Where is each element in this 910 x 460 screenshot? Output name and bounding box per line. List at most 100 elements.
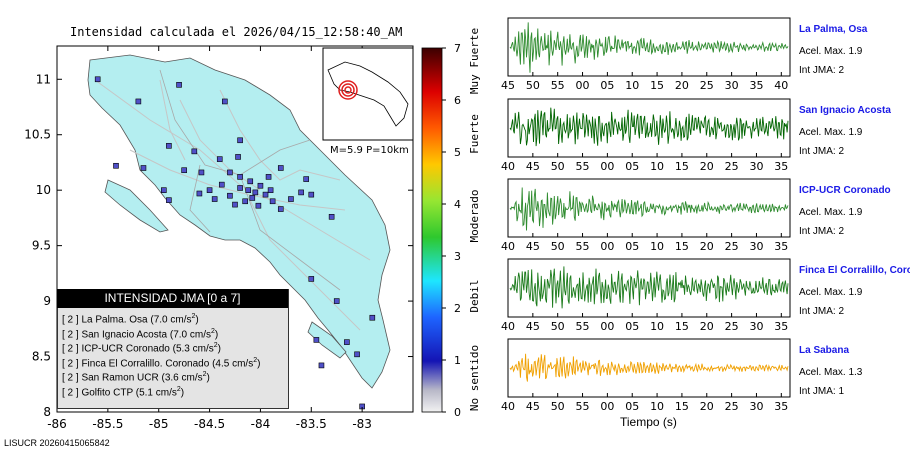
station-max-accel: Acel. Max. 1.9 <box>799 46 863 57</box>
legend-row: [ 2 ] San Ignacio Acosta (7.0 cm/s2) <box>62 328 218 340</box>
waveform-tick-label: 35 <box>774 240 788 253</box>
station-marker <box>303 176 310 182</box>
waveform-tick-label: 40 <box>501 320 515 333</box>
waveform-tick-label: 20 <box>700 400 714 413</box>
station-marker <box>369 314 376 321</box>
station-marker <box>344 339 350 345</box>
waveform-tick-label: 35 <box>774 400 788 413</box>
station-marker <box>333 298 340 304</box>
station-name: Finca El Corralillo, Coronado <box>799 265 910 276</box>
waveform-tick-label: 55 <box>576 400 590 413</box>
station-marker <box>298 189 304 196</box>
station-name: La Palma, Osa <box>799 24 868 35</box>
station-marker <box>245 187 252 193</box>
station-marker <box>218 181 225 188</box>
waveform-tick-label: 45 <box>526 400 540 413</box>
waveform-tick-label: 40 <box>774 79 788 92</box>
legend-station-name: Finca El Corralillo. Coronado <box>81 358 213 370</box>
legend-level: [ 2 ] <box>62 328 82 340</box>
station-max-accel: Acel. Max. 1.9 <box>799 287 863 298</box>
legend-row: [ 2 ] ICP-UCR Coronado (5.3 cm/s2) <box>62 342 221 354</box>
waveform-tick-label: 40 <box>501 400 515 413</box>
station-marker <box>181 167 187 174</box>
waveform-tick-label: 30 <box>749 400 763 413</box>
station-max-accel: Acel. Max. 1.9 <box>799 207 863 218</box>
waveform-tick-label: 10 <box>625 79 639 92</box>
waveform-tick-label: 20 <box>700 240 714 253</box>
waveform-tick-label: 40 <box>501 240 515 253</box>
waveform-tick-label: 15 <box>650 79 664 92</box>
waveform-tick-label: 45 <box>526 160 540 173</box>
station-marker <box>313 337 320 343</box>
waveform-tick-label: 20 <box>700 320 714 333</box>
waveform-tick-label: 55 <box>576 160 590 173</box>
waveform-tick-label: 10 <box>650 320 664 333</box>
map-title: Intensidad calculada el 2026/04/15_12:58… <box>70 25 403 39</box>
waveform-tick-label: 35 <box>774 320 788 333</box>
station-marker <box>161 187 167 193</box>
station-marker <box>166 197 172 203</box>
legend-value: (5.3 cm/s <box>172 343 214 355</box>
legend-station-name: ICP-UCR Coronado <box>81 343 173 355</box>
legend-row: [ 2 ] La Palma. Osa (7.0 cm/s2) <box>62 313 199 325</box>
station-marker <box>196 190 203 197</box>
waveform-tick-label: 25 <box>725 320 739 333</box>
waveform-trace <box>509 266 789 309</box>
waveform-tick-label: 15 <box>675 400 689 413</box>
legend-value-close: ) <box>257 358 261 370</box>
station-markers <box>94 76 376 410</box>
map-x-tick-label: -85.5 <box>92 417 123 431</box>
waveform-tick-label: 55 <box>576 240 590 253</box>
legend-unit-exponent: 2 <box>213 342 218 350</box>
legend-level: [ 2 ] <box>62 314 82 326</box>
station-marker <box>277 206 284 212</box>
station-marker <box>237 174 243 180</box>
legend-level: [ 2 ] <box>62 387 82 399</box>
waveform-tick-label: 20 <box>700 160 714 173</box>
station-marker <box>232 201 238 208</box>
station-marker <box>191 148 198 155</box>
waveform-tick-label: 10 <box>650 160 664 173</box>
legend-station-name: La Palma. Osa <box>81 314 151 326</box>
legend-station-name: Golfito CTP <box>81 387 136 399</box>
waveform-tick-label: 05 <box>625 240 639 253</box>
station-marker <box>252 189 259 196</box>
station-marker <box>211 196 218 202</box>
legend-value: (4.5 cm/s <box>212 358 254 370</box>
legend-value-close: ) <box>217 343 221 355</box>
map-x-tick-label: -85 <box>149 417 169 431</box>
waveform-x-axis-label: Tiempo (s) <box>620 415 677 429</box>
epicenter-marker <box>338 80 358 100</box>
waveform-trace <box>509 187 789 231</box>
station-marker <box>328 214 335 220</box>
waveform-tick-label: 10 <box>650 240 664 253</box>
waveform-tick-label: 25 <box>700 79 714 92</box>
intensity-category-label: Fuerte <box>468 114 481 154</box>
station-marker <box>308 276 315 282</box>
map-y-tick-label: 10.5 <box>24 128 51 142</box>
station-name: ICP-UCR Coronado <box>799 185 891 196</box>
station-marker <box>176 82 182 88</box>
intensity-category-label: Debil <box>468 279 481 312</box>
station-jma-intensity: Int JMA: 2 <box>799 146 845 157</box>
intensity-category-label: Moderado <box>468 190 481 243</box>
station-jma-intensity: Int JMA: 2 <box>799 65 845 76</box>
map-y-tick-label: 10 <box>36 183 51 197</box>
legend-value: (7.0 cm/s <box>169 328 211 340</box>
waveform-tick-label: 05 <box>625 400 639 413</box>
station-marker <box>206 187 213 193</box>
waveform-tick-label: 30 <box>749 240 763 253</box>
waveform-tick-label: 40 <box>501 160 515 173</box>
legend-level: [ 2 ] <box>62 372 82 384</box>
waveform-tick-label: 05 <box>625 160 639 173</box>
color-scale-tick-label: 4 <box>454 198 461 211</box>
station-marker <box>198 169 205 176</box>
station-marker <box>247 178 254 185</box>
map-y-tick-label: 8.5 <box>32 350 51 364</box>
legend-level: [ 2 ] <box>62 358 82 370</box>
map-x-tick-label: -86 <box>47 417 67 431</box>
legend-station-name: San Ignacio Acosta <box>81 328 170 340</box>
footer-id: LISUCR 20260415065842 <box>4 438 110 448</box>
station-marker <box>262 191 269 198</box>
legend-value: (3.6 cm/s <box>161 372 203 384</box>
